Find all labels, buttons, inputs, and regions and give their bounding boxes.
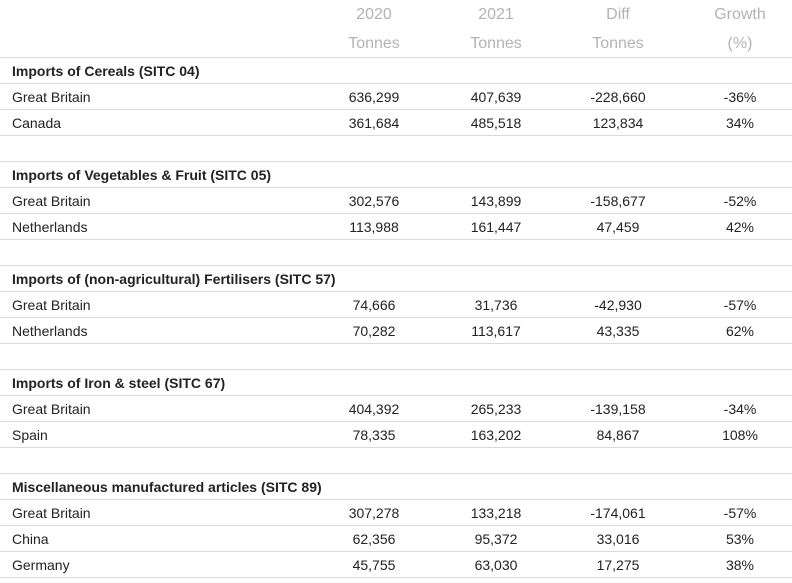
value-growth: 34%: [725, 115, 755, 131]
table-row: China 62,356 95,372 33,016 53%: [0, 526, 792, 552]
value-2021: 161,447: [470, 219, 522, 235]
section-title-row: Imports of Vegetables & Fruit (SITC 05): [0, 162, 792, 188]
header-year-row: 2020 2021 Diff Growth: [0, 0, 792, 29]
value-diff: 84,867: [596, 427, 640, 443]
value-growth: 62%: [725, 323, 755, 339]
row-label: Great Britain: [12, 297, 91, 313]
value-2020: 70,282: [352, 323, 396, 339]
table-row: Germany 45,755 63,030 17,275 38%: [0, 552, 792, 578]
table-row: Great Britain 74,666 31,736 -42,930 -57%: [0, 292, 792, 318]
header-unit-2021: Tonnes: [470, 35, 522, 52]
value-2020: 302,576: [348, 193, 400, 209]
section-spacer: [0, 240, 792, 266]
value-2021: 265,233: [470, 401, 522, 417]
value-2021: 63,030: [474, 557, 518, 573]
table-row: Netherlands 70,282 113,617 43,335 62%: [0, 318, 792, 344]
table-row: Canada 361,684 485,518 123,834 34%: [0, 110, 792, 136]
value-2020: 307,278: [348, 505, 400, 521]
table-row: Great Britain 404,392 265,233 -139,158 -34%: [0, 396, 792, 422]
row-label: Great Britain: [12, 89, 91, 105]
header-diff: Diff: [606, 6, 630, 23]
row-label: China: [12, 531, 49, 547]
table-row: Spain 78,335 163,202 84,867 108%: [0, 422, 792, 448]
value-diff: -158,677: [590, 193, 646, 209]
section-spacer: [0, 448, 792, 474]
value-2020: 361,684: [348, 115, 400, 131]
value-diff: 17,275: [596, 557, 640, 573]
table-row: Great Britain 302,576 143,899 -158,677 -52%: [0, 188, 792, 214]
value-2021: 133,218: [470, 505, 522, 521]
value-2021: 31,736: [474, 297, 518, 313]
header-year-2021: 2021: [478, 6, 514, 23]
row-label: Netherlands: [12, 323, 88, 339]
value-2020: 62,356: [352, 531, 396, 547]
value-growth: 53%: [725, 531, 755, 547]
value-2020: 74,666: [352, 297, 396, 313]
value-growth: 38%: [725, 557, 755, 573]
row-label: Canada: [12, 115, 62, 131]
row-label: Netherlands: [12, 219, 88, 235]
section-title-row: Imports of Iron & steel (SITC 67): [0, 370, 792, 396]
header-year-2020: 2020: [356, 6, 392, 23]
value-growth: -57%: [723, 505, 757, 521]
value-diff: -139,158: [590, 401, 646, 417]
value-2021: 163,202: [470, 427, 522, 443]
header-unit-2020: Tonnes: [348, 35, 400, 52]
header-unit-diff: Tonnes: [592, 35, 644, 52]
table-row: Netherlands 113,988 161,447 47,459 42%: [0, 214, 792, 240]
row-label: Great Britain: [12, 401, 91, 417]
value-diff: -174,061: [590, 505, 646, 521]
row-label: Spain: [12, 427, 48, 443]
section-title-row: Imports of (non-agricultural) Fertiliser…: [0, 266, 792, 292]
section-title: Miscellaneous manufactured articles (SIT…: [12, 479, 322, 495]
row-label: Great Britain: [12, 193, 91, 209]
table-body: Imports of Cereals (SITC 04) Great Britai…: [0, 58, 792, 578]
value-growth: -57%: [723, 297, 757, 313]
value-diff: 123,834: [592, 115, 644, 131]
value-diff: 33,016: [596, 531, 640, 547]
value-diff: 43,335: [596, 323, 640, 339]
value-2021: 113,617: [471, 323, 521, 339]
row-label: Germany: [12, 557, 70, 573]
header-unit-growth: (%): [727, 35, 753, 52]
value-growth: 108%: [722, 427, 758, 443]
section-title: Imports of Vegetables & Fruit (SITC 05): [12, 167, 272, 183]
value-2020: 404,392: [348, 401, 400, 417]
value-2021: 143,899: [470, 193, 522, 209]
value-diff: -228,660: [590, 89, 646, 105]
section-spacer: [0, 136, 792, 162]
value-diff: 47,459: [596, 219, 640, 235]
value-2021: 95,372: [474, 531, 518, 547]
section-spacer: [0, 344, 792, 370]
value-growth: 42%: [725, 219, 755, 235]
value-2021: 485,518: [470, 115, 522, 131]
header-growth: Growth: [714, 6, 766, 23]
section-title: Imports of Iron & steel (SITC 67): [12, 375, 226, 391]
value-diff: -42,930: [594, 297, 642, 313]
section-title-row: Imports of Cereals (SITC 04): [0, 58, 792, 84]
value-2020: 636,299: [348, 89, 400, 105]
row-label: Great Britain: [12, 505, 91, 521]
table-row: Great Britain 307,278 133,218 -174,061 -57%: [0, 500, 792, 526]
value-2020: 45,755: [352, 557, 396, 573]
value-2020: 113,988: [349, 219, 399, 235]
section-title: Imports of Cereals (SITC 04): [12, 63, 200, 79]
value-growth: -52%: [723, 193, 757, 209]
header-unit-row: Tonnes Tonnes Tonnes (%): [0, 29, 792, 58]
section-title: Imports of (non-agricultural) Fertiliser…: [12, 271, 336, 287]
value-growth: -36%: [723, 89, 757, 105]
value-2020: 78,335: [352, 427, 396, 443]
table-row: Great Britain 636,299 407,639 -228,660 -36%: [0, 84, 792, 110]
section-title-row: Miscellaneous manufactured articles (SIT…: [0, 474, 792, 500]
value-growth: -34%: [723, 401, 757, 417]
value-2021: 407,639: [470, 89, 522, 105]
